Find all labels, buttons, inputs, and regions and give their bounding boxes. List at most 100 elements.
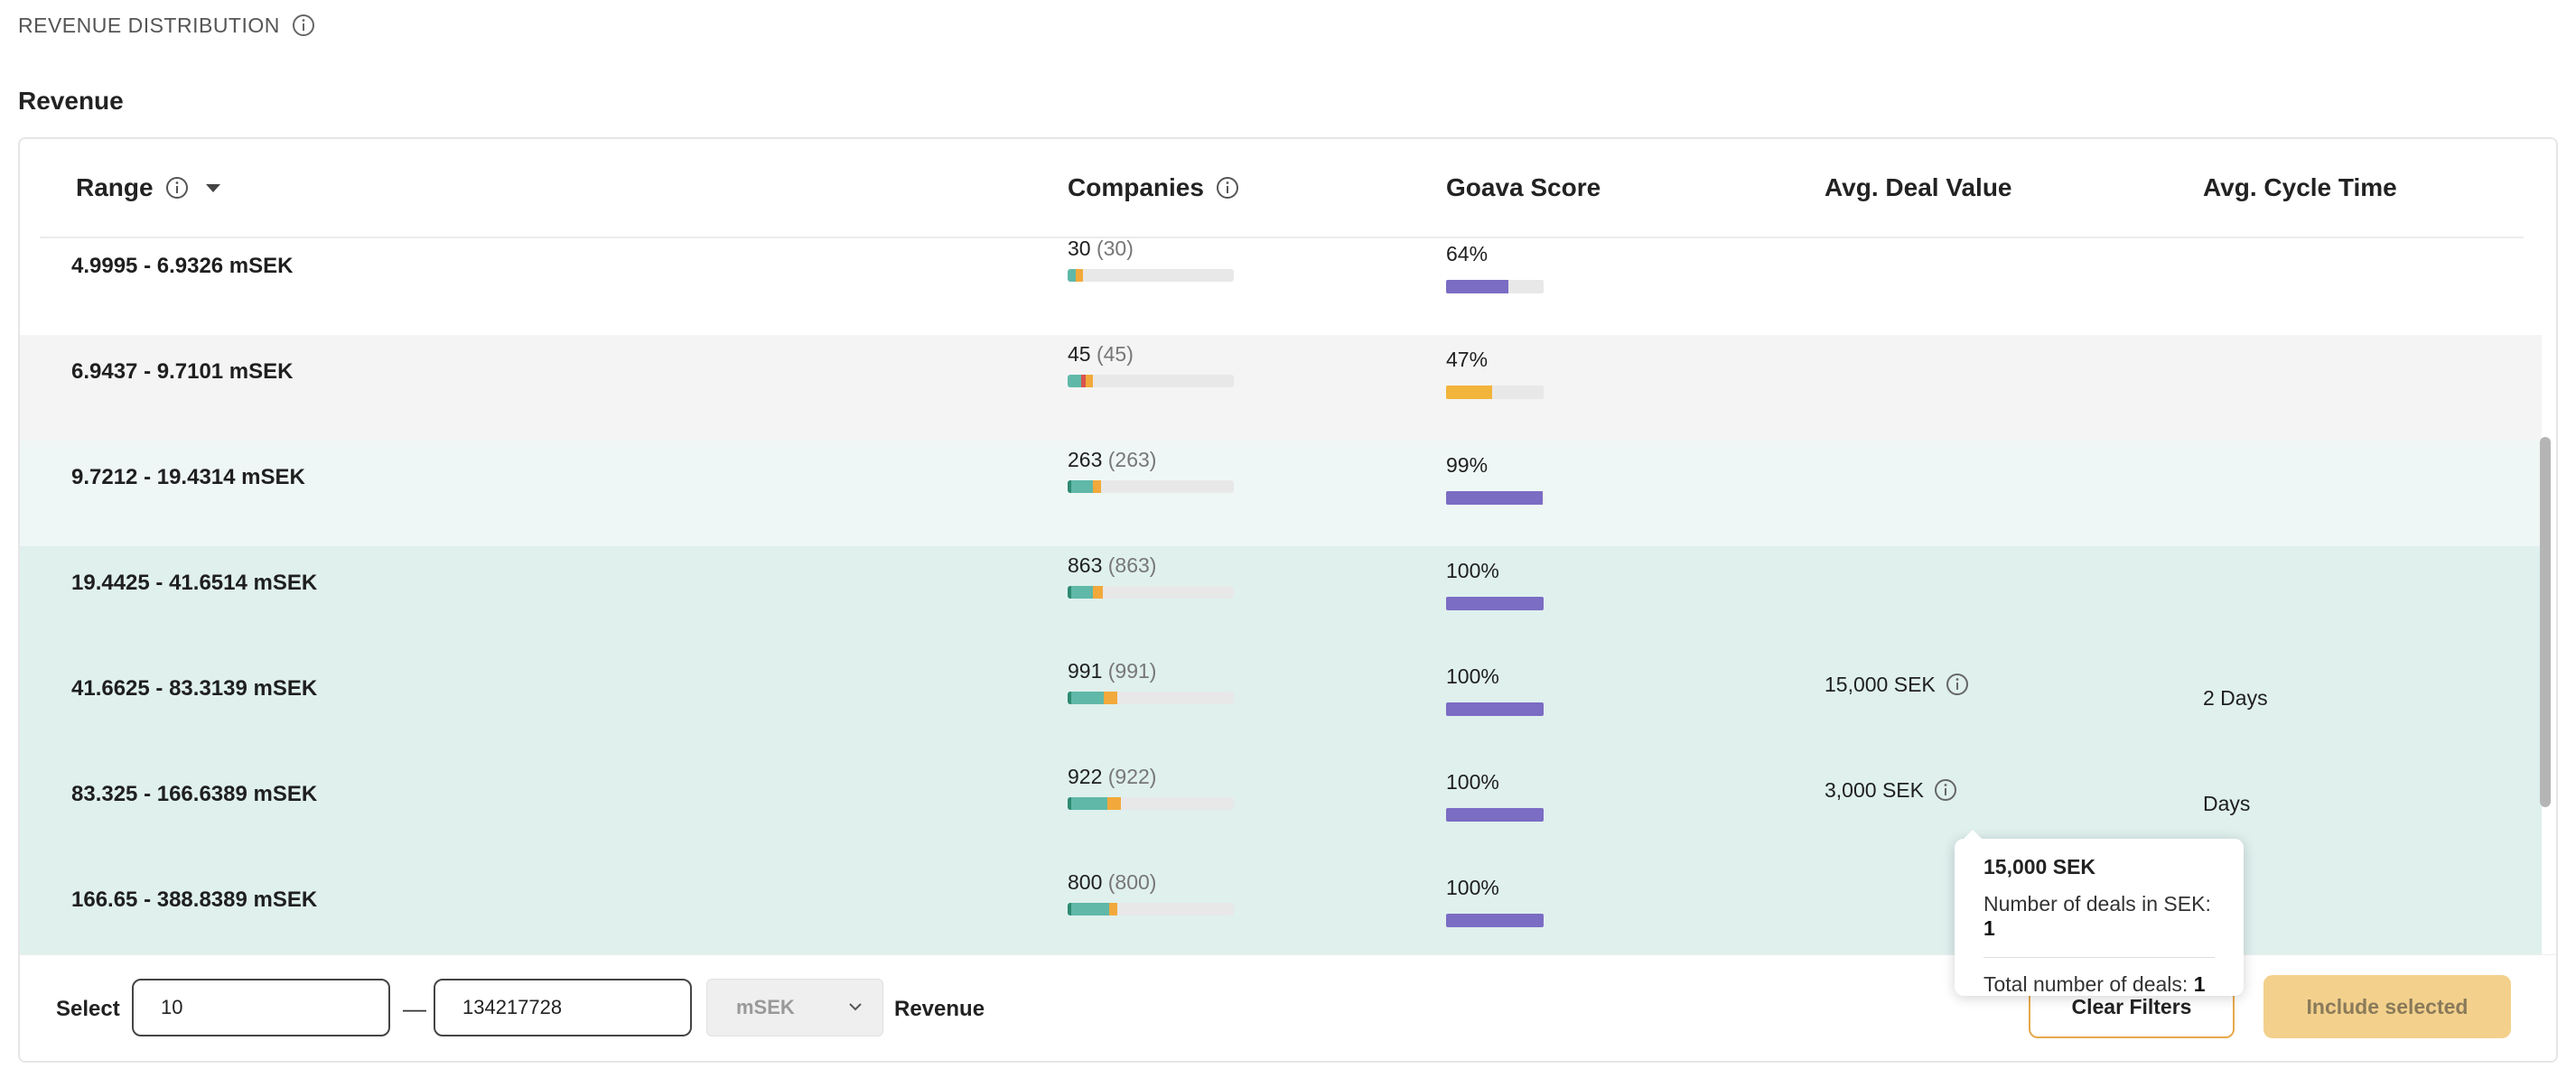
range-header-label: Range [76,173,154,201]
companies-bar-segment [1086,375,1093,387]
companies-total: (45) [1096,342,1134,366]
companies-header-label: Companies [1068,173,1204,201]
companies-bar-segment [1070,797,1108,810]
companies-bar-segment [1076,269,1083,282]
companies-bar [1068,269,1234,282]
score-cell: 47% [1446,348,1544,399]
column-header-score[interactable]: Goava Score [1446,172,1601,204]
cycle-time-cell: Days [2203,792,2251,815]
companies-total: (863) [1107,553,1157,577]
info-icon[interactable] [291,13,316,38]
score-bar-fill [1446,386,1492,399]
score-bar-fill [1446,597,1544,610]
info-icon[interactable] [164,175,190,200]
score-bar-fill [1446,491,1543,505]
sort-caret-icon[interactable] [205,183,220,192]
page-subtitle: Revenue [18,87,124,115]
deal-value-cell: 15,000 SEK [1825,672,1970,697]
companies-count: 863 [1068,553,1103,577]
companies-count: 45 [1068,342,1091,366]
deal-value: 3,000 SEK [1825,777,1924,802]
companies-count: 263 [1068,448,1103,471]
companies-cell: 922 (922) [1068,765,1234,810]
score-bar [1446,597,1544,610]
companies-bar-segment [1068,903,1071,915]
include-selected-button[interactable]: Include selected [2263,975,2511,1038]
cycle-time-cell: 2 Days [2203,686,2268,710]
companies-cell: 863 (863) [1068,553,1234,599]
companies-cell: 991 (991) [1068,659,1234,704]
table-header: Range Companies Goava Score Avg. Deal Va… [40,139,2524,238]
cycle-header-label: Avg. Cycle Time [2203,173,2397,201]
score-cell: 100% [1446,770,1544,822]
deal-header-label: Avg. Deal Value [1825,173,2012,201]
score-value: 100% [1446,770,1499,794]
score-bar-fill [1446,914,1544,927]
score-cell: 100% [1446,559,1544,610]
companies-bar [1068,586,1234,599]
companies-bar-segment [1068,480,1071,493]
companies-total: (800) [1107,870,1157,894]
table-row[interactable]: 41.6625 - 83.3139 mSEK 991 (991) 100% 15,00… [20,652,2542,757]
score-cell: 100% [1446,664,1544,716]
companies-bar-segment [1070,903,1109,915]
score-bar [1446,808,1544,822]
deal-value-tooltip: 15,000 SEK Number of deals in SEK: 1 Tot… [1955,830,2244,996]
range-cell: 166.65 - 388.8389 mSEK [71,887,318,912]
companies-bar-segment [1104,692,1118,704]
tooltip-total-deals: Total number of deals: 1 [1983,972,2206,996]
column-header-deal[interactable]: Avg. Deal Value [1825,172,2012,204]
tooltip-title: 15,000 SEK [1983,855,2096,878]
unit-select[interactable]: mSEK [706,979,883,1036]
companies-bar [1068,903,1234,915]
select-label: Select [56,997,120,1021]
companies-total: (991) [1107,659,1157,683]
score-value: 100% [1446,664,1499,688]
companies-bar-segment [1068,269,1077,282]
scrollbar[interactable] [2540,437,2551,807]
info-icon[interactable] [1215,175,1240,200]
score-value: 100% [1446,559,1499,582]
companies-count: 800 [1068,870,1103,894]
companies-cell: 800 (800) [1068,870,1234,915]
table-row[interactable]: 6.9437 - 9.7101 mSEK 45 (45) 47% [20,335,2542,441]
companies-bar-segment [1092,586,1103,599]
companies-bar-segment [1070,480,1093,493]
score-value: 100% [1446,876,1499,899]
score-header-label: Goava Score [1446,173,1601,201]
companies-bar [1068,375,1234,387]
info-icon[interactable] [1933,777,1958,803]
companies-bar-segment [1068,692,1071,704]
max-range-input[interactable] [434,979,692,1036]
table-row[interactable]: 19.4425 - 41.6514 mSEK 863 (863) 100% [20,546,2542,652]
score-bar [1446,491,1544,505]
revenue-table-card: Range Companies Goava Score Avg. Deal Va… [18,137,2558,1063]
column-header-companies[interactable]: Companies [1068,172,1240,204]
range-cell: 6.9437 - 9.7101 mSEK [71,359,294,384]
companies-bar-segment [1080,375,1087,387]
table-body: 4.9995 - 6.9326 mSEK 30 (30) 64% 6.9437 - 9… [20,229,2542,1061]
score-bar [1446,280,1544,293]
companies-bar-segment [1068,375,1081,387]
column-header-cycle[interactable]: Avg. Cycle Time [2203,172,2397,204]
range-cell: 83.325 - 166.6389 mSEK [71,782,318,806]
companies-bar-segment [1068,586,1071,599]
tooltip-deals-in-sek: Number of deals in SEK: 1 [1983,892,2211,940]
companies-count: 922 [1068,765,1103,788]
score-cell: 99% [1446,453,1544,505]
range-dash: — [403,995,426,1022]
companies-cell: 45 (45) [1068,342,1234,387]
table-row[interactable]: 4.9995 - 6.9326 mSEK 30 (30) 64% [20,229,2542,335]
chevron-down-icon [849,1003,862,1011]
score-value: 47% [1446,348,1489,371]
companies-bar-segment [1070,692,1105,704]
companies-bar [1068,692,1234,704]
companies-bar [1068,797,1234,810]
info-icon[interactable] [1945,672,1970,697]
table-row[interactable]: 9.7212 - 19.4314 mSEK 263 (263) 99% [20,441,2542,546]
min-range-input[interactable] [132,979,390,1036]
companies-bar-segment [1108,903,1118,915]
column-header-range[interactable]: Range [76,172,220,204]
range-cell: 4.9995 - 6.9326 mSEK [71,254,294,278]
companies-cell: 30 (30) [1068,237,1234,282]
